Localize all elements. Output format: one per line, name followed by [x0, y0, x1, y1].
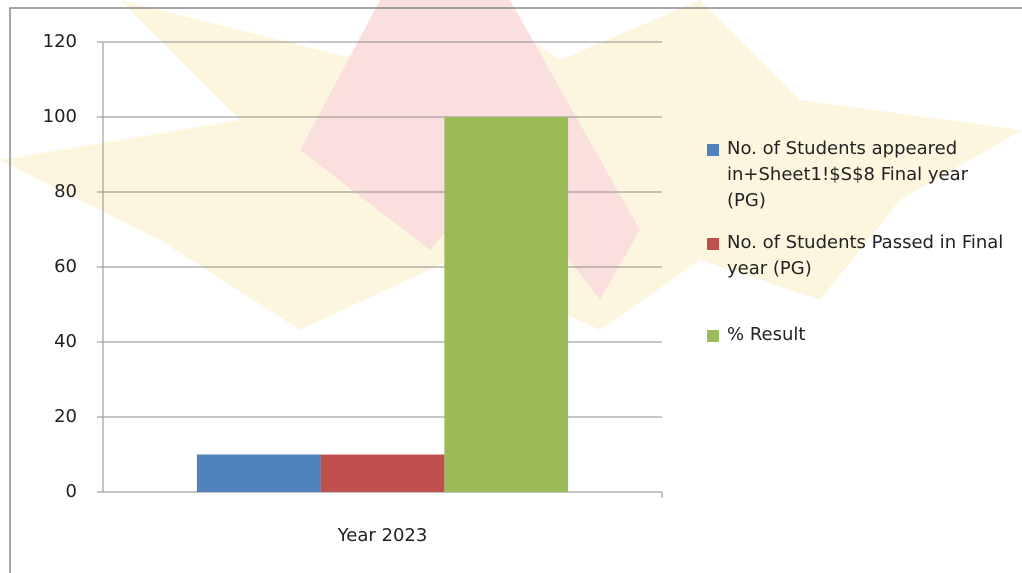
x-tick-label: Year 2023 — [337, 525, 428, 546]
bar — [197, 455, 321, 493]
chart-container: 0 20 40 60 80 100 120 Year 2023 No. of Students… — [0, 0, 1022, 573]
legend-swatch — [707, 238, 719, 250]
y-tick-label: 80 — [54, 181, 77, 202]
y-tick-label: 40 — [54, 331, 77, 352]
legend-label: No. of Students Passed in Final year (PG… — [727, 232, 1003, 279]
legend-entry: % Result — [705, 322, 1010, 348]
legend-swatch — [707, 330, 719, 342]
legend-label: % Result — [727, 324, 805, 345]
y-tick-label: 120 — [43, 31, 77, 52]
legend-entry: No. of Students appeared in+Sheet1!$S$8 … — [705, 136, 1010, 214]
legend: No. of Students appeared in+Sheet1!$S$8 … — [705, 136, 1010, 364]
y-tick-label: 100 — [43, 106, 77, 127]
y-tick-label: 20 — [54, 406, 77, 427]
legend-entry: No. of Students Passed in Final year (PG… — [705, 230, 1010, 282]
legend-label: No. of Students appeared in+Sheet1!$S$8 … — [727, 138, 968, 211]
legend-swatch — [707, 144, 719, 156]
bar — [444, 117, 568, 492]
y-tick-label: 60 — [54, 256, 77, 277]
y-tick-label: 0 — [66, 481, 77, 502]
bar — [321, 455, 445, 493]
